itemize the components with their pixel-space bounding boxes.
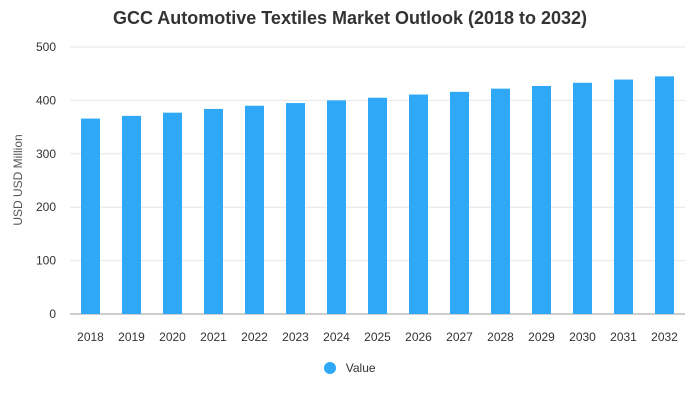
bar[interactable] [573, 82, 592, 314]
bar[interactable] [245, 105, 264, 315]
bar[interactable] [286, 103, 305, 314]
bar[interactable] [614, 79, 633, 314]
x-tick-label: 2022 [241, 330, 268, 344]
x-tick-label: 2032 [651, 330, 678, 344]
x-tick-label: 2020 [159, 330, 186, 344]
bar[interactable] [81, 118, 100, 314]
x-tick-label: 2023 [282, 330, 309, 344]
x-tick-label: 2021 [200, 330, 227, 344]
bar[interactable] [491, 88, 510, 314]
x-tick-label: 2025 [364, 330, 391, 344]
legend-swatch [324, 361, 337, 374]
bar[interactable] [122, 115, 141, 314]
bar[interactable] [368, 97, 387, 314]
legend-label: Value [345, 360, 376, 375]
y-tick-label: 500 [36, 40, 56, 54]
x-tick-label: 2030 [569, 330, 596, 344]
bar[interactable] [655, 76, 674, 315]
bar[interactable] [450, 91, 469, 314]
x-tick-label: 2019 [118, 330, 145, 344]
x-tick-label: 2018 [77, 330, 104, 344]
bar[interactable] [409, 94, 428, 314]
x-tick-label: 2028 [487, 330, 514, 344]
bar[interactable] [532, 85, 551, 315]
chart-title: GCC Automotive Textiles Market Outlook (… [112, 8, 588, 28]
x-tick-label: 2027 [446, 330, 473, 344]
x-tick-label: 2024 [323, 330, 350, 344]
y-tick-label: 100 [36, 254, 56, 268]
x-tick-label: 2031 [610, 330, 637, 344]
y-tick-label: 200 [36, 200, 56, 214]
y-tick-label: 0 [49, 307, 56, 321]
x-tick-label: 2029 [528, 330, 555, 344]
bar[interactable] [204, 108, 223, 314]
legend[interactable]: Value [0, 360, 700, 375]
y-tick-label: 400 [36, 93, 56, 107]
x-tick-label: 2026 [405, 330, 432, 344]
bar[interactable] [163, 112, 182, 314]
y-tick-label: 300 [36, 147, 56, 161]
bar[interactable] [327, 100, 346, 315]
